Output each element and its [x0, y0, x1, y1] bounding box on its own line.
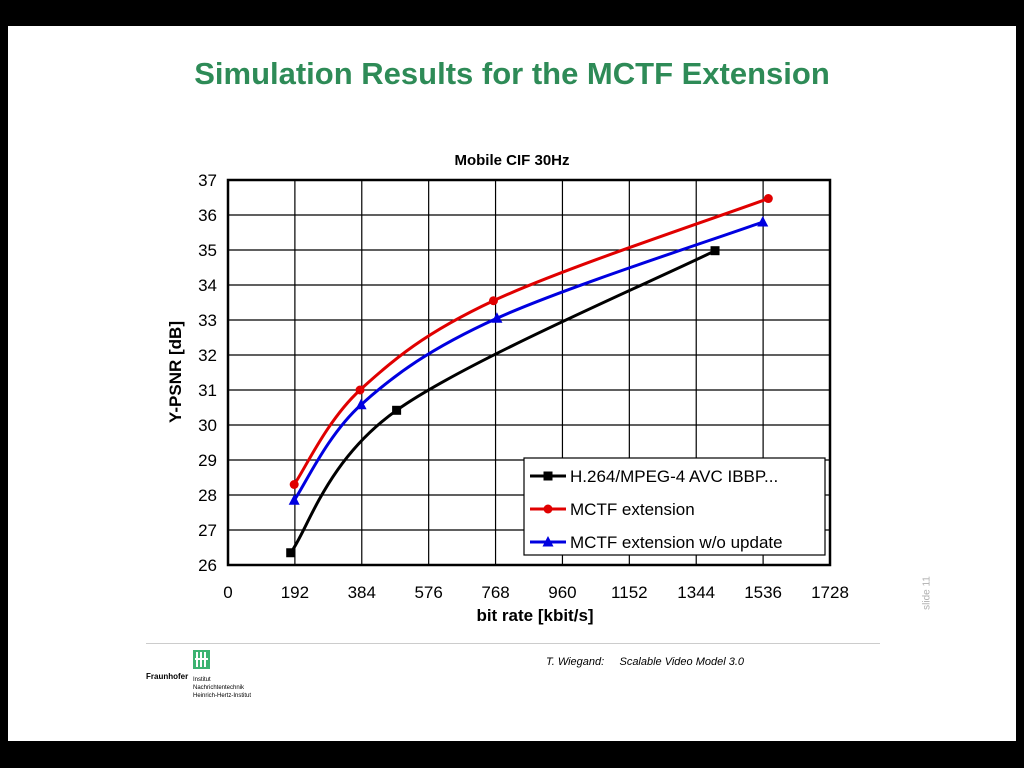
- data-point-circle: [488, 296, 498, 306]
- x-tick-label: 192: [281, 583, 309, 602]
- x-tick-label: 1152: [611, 583, 648, 602]
- y-tick-label: 31: [198, 381, 217, 400]
- x-tick-label: 0: [223, 583, 232, 602]
- y-tick-label: 36: [198, 206, 217, 225]
- x-tick-label: 1344: [677, 583, 715, 602]
- x-axis-label: bit rate [kbit/s]: [476, 606, 593, 625]
- logo-line-3: Heinrich-Hertz-Institut: [193, 693, 252, 699]
- data-point-circle: [763, 194, 773, 204]
- footer-divider: [146, 643, 880, 644]
- y-tick-label: 33: [198, 311, 217, 330]
- y-tick-label: 30: [198, 416, 217, 435]
- x-tick-label: 384: [348, 583, 376, 602]
- x-tick-label: 576: [414, 583, 442, 602]
- series-line-square: [289, 249, 716, 554]
- legend-marker-triangle: [542, 536, 554, 547]
- y-tick-label: 37: [198, 171, 217, 190]
- logo-line-2: Nachrichtentechnik: [193, 685, 245, 691]
- chart-tick-labels: 0 192 384 576 768 960 1152 1344 1536 1728 26 27 28 29…: [198, 171, 849, 602]
- y-tick-label: 28: [198, 486, 217, 505]
- x-tick-label: 960: [548, 583, 576, 602]
- data-point-triangle: [355, 398, 367, 410]
- y-tick-label: 35: [198, 241, 217, 260]
- data-point-triangle: [757, 216, 769, 227]
- legend: H.264/MPEG-4 AVC IBBP... MCTF extension MC…: [523, 457, 826, 556]
- y-axis-label: Y-PSNR [dB]: [166, 321, 185, 423]
- logo-brand-text: Fraunhofer: [146, 672, 189, 681]
- legend-label: H.264/MPEG-4 AVC IBBP...: [570, 467, 778, 486]
- y-tick-label: 29: [198, 451, 217, 470]
- legend-box: [523, 457, 826, 556]
- plot-frame: [226, 178, 832, 567]
- series-line-triangle: [292, 220, 764, 502]
- chart-title: Mobile CIF 30Hz: [454, 152, 569, 169]
- legend-marker-circle: [543, 504, 553, 514]
- chart-markers: [286, 194, 773, 558]
- legend-label: MCTF extension: [570, 500, 695, 519]
- data-point-circle: [289, 480, 299, 489]
- data-point-square: [286, 548, 296, 558]
- y-tick-label: 32: [198, 346, 217, 365]
- data-point-triangle: [288, 494, 300, 505]
- y-tick-label: 26: [198, 556, 217, 575]
- logo-line-1: Institut: [193, 677, 211, 683]
- hhi-logo-icon: [193, 650, 210, 669]
- x-tick-label: 1728: [811, 583, 849, 602]
- data-point-square: [392, 405, 402, 415]
- series-line-circle: [292, 197, 769, 486]
- y-tick-label: 34: [198, 276, 217, 295]
- fraunhofer-logo: Fraunhofer Institut Nachrichtentechnik H…: [146, 649, 276, 704]
- x-tick-label: 1536: [744, 583, 782, 602]
- data-point-circle: [355, 385, 365, 395]
- slide-background: [8, 26, 1016, 741]
- legend-marker-square: [543, 471, 553, 481]
- slide-number: slide 11: [921, 576, 933, 610]
- slide-title: Simulation Results for the MCTF Extensio…: [194, 56, 830, 91]
- legend-label: MCTF extension w/o update: [570, 533, 783, 552]
- footer-text: T. Wiegand: Scalable Video Model 3.0: [546, 656, 745, 668]
- chart-series-lines: [289, 197, 769, 554]
- y-tick-label: 27: [198, 521, 217, 540]
- data-point-square: [710, 246, 720, 256]
- x-tick-label: 768: [481, 583, 509, 602]
- data-point-triangle: [491, 312, 503, 323]
